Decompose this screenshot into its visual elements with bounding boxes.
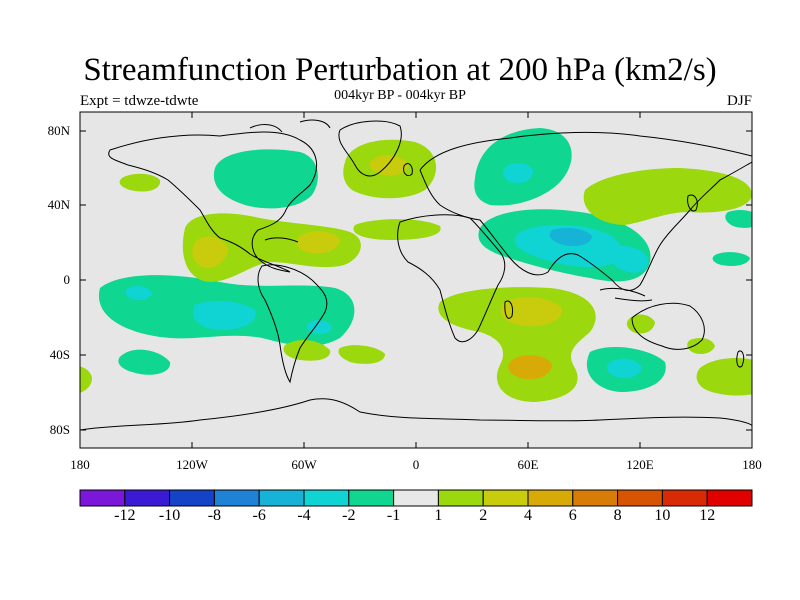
lon-tick-label: 120E bbox=[626, 457, 654, 472]
colorbar-label: -4 bbox=[297, 507, 311, 524]
field-cp-core bbox=[307, 320, 332, 335]
field-wp-small-positive bbox=[626, 314, 655, 334]
field-so-core bbox=[606, 358, 642, 378]
indonesia-outline bbox=[599, 287, 653, 302]
lat-tick-label: 80N bbox=[47, 123, 70, 138]
colorbar-label: -12 bbox=[114, 507, 136, 524]
colorbar-swatch bbox=[482, 489, 529, 507]
field-east-pacific-small bbox=[725, 210, 752, 228]
colorbar-label: 12 bbox=[699, 507, 716, 524]
field-eurasia-core bbox=[502, 162, 534, 184]
eurasia-outline bbox=[419, 131, 752, 291]
field-tibet-core bbox=[514, 224, 622, 268]
caribbean-outline bbox=[264, 237, 299, 243]
field-nw-pacific-positive bbox=[583, 168, 752, 225]
colorbar-swatch bbox=[124, 489, 171, 507]
lon-tick-label: 0 bbox=[412, 457, 420, 472]
colorbar-swatch bbox=[303, 489, 350, 507]
japan-outline bbox=[687, 194, 698, 212]
field-sw-pacific-positive bbox=[80, 366, 92, 393]
colorbar-swatch bbox=[258, 489, 305, 507]
colorbar-label: 10 bbox=[654, 507, 671, 524]
colorbar-label: -2 bbox=[342, 507, 356, 524]
field-s-america-positive bbox=[283, 339, 331, 361]
field-hawaii-small bbox=[712, 252, 750, 266]
colorbar-swatch bbox=[661, 489, 708, 507]
antarctica-outline bbox=[80, 398, 752, 431]
field-s-atlantic-small bbox=[338, 345, 385, 364]
field-sio-core bbox=[501, 297, 563, 327]
field-ep-core bbox=[192, 236, 228, 268]
lat-tick-label: 0 bbox=[63, 272, 71, 287]
colorbar-swatch bbox=[527, 489, 574, 507]
new-zealand-outline bbox=[736, 350, 745, 368]
colorbar-swatch bbox=[437, 489, 484, 507]
colorbar-swatch bbox=[213, 489, 260, 507]
colorbar-swatch bbox=[79, 489, 126, 507]
field-sp-core bbox=[193, 300, 256, 330]
coastlines bbox=[80, 119, 752, 431]
colorbar-label: -6 bbox=[252, 507, 266, 524]
colorbar bbox=[79, 489, 753, 507]
colorbar-label: 4 bbox=[524, 507, 532, 524]
lon-tick-label: 120W bbox=[176, 457, 208, 472]
field-sio-deep bbox=[508, 355, 552, 380]
field-tasman-positive bbox=[696, 358, 752, 396]
lon-tick-label: 180 bbox=[742, 457, 762, 472]
field-ca-core bbox=[296, 231, 340, 254]
field-dateline-small bbox=[687, 338, 715, 354]
field-south-pacific-small bbox=[118, 349, 171, 375]
lat-tick-label: 40N bbox=[47, 197, 70, 212]
lon-tick-label: 60E bbox=[517, 457, 539, 472]
field-sp-core2 bbox=[125, 286, 152, 301]
colorbar-swatch bbox=[393, 489, 439, 507]
uk-outline bbox=[403, 163, 413, 177]
field-atlantic-positive bbox=[353, 219, 441, 240]
lon-tick-label: 60W bbox=[291, 457, 317, 472]
field-pacific-small-positive bbox=[119, 173, 161, 192]
colorbar-swatch bbox=[572, 489, 619, 507]
colorbar-swatch bbox=[706, 489, 753, 507]
plot-subtitle: 004kyr BP - 004kyr BP bbox=[334, 88, 466, 103]
south-america-outline bbox=[257, 264, 328, 384]
field-ep-positive bbox=[182, 213, 361, 282]
colorbar-label: -10 bbox=[158, 507, 181, 524]
field-tibet-deep bbox=[549, 228, 592, 246]
field-na-negative bbox=[213, 149, 318, 209]
colorbar-label: -8 bbox=[207, 507, 222, 524]
madagascar-outline bbox=[504, 300, 513, 319]
lat-tick-label: 40S bbox=[49, 347, 70, 362]
colorbar-label: 1 bbox=[434, 507, 443, 524]
season-label: DJF bbox=[726, 93, 752, 109]
anomaly-fields bbox=[80, 128, 752, 402]
colorbar-label: 6 bbox=[568, 507, 577, 524]
lat-tick-label: 80S bbox=[49, 422, 70, 437]
africa-outline bbox=[397, 214, 506, 343]
experiment-label: Expt = tdwze-tdwte bbox=[80, 93, 199, 109]
plot-title: Streamfunction Perturbation at 200 hPa (… bbox=[83, 52, 717, 88]
colorbar-swatch bbox=[617, 489, 663, 507]
axis-ticks bbox=[80, 112, 752, 448]
lon-tick-label: 180 bbox=[70, 457, 90, 472]
field-greenland-core bbox=[369, 155, 408, 176]
greenland-outline bbox=[338, 120, 402, 177]
colorbar-label: 2 bbox=[479, 507, 488, 524]
australia-outline bbox=[631, 302, 705, 350]
colorbar-swatch bbox=[348, 489, 395, 507]
colorbar-label: 8 bbox=[613, 507, 622, 524]
arctic-islands-outline bbox=[249, 119, 331, 133]
field-sea-core bbox=[608, 245, 649, 273]
colorbar-swatch bbox=[169, 489, 215, 507]
colorbar-label: -1 bbox=[386, 507, 401, 524]
